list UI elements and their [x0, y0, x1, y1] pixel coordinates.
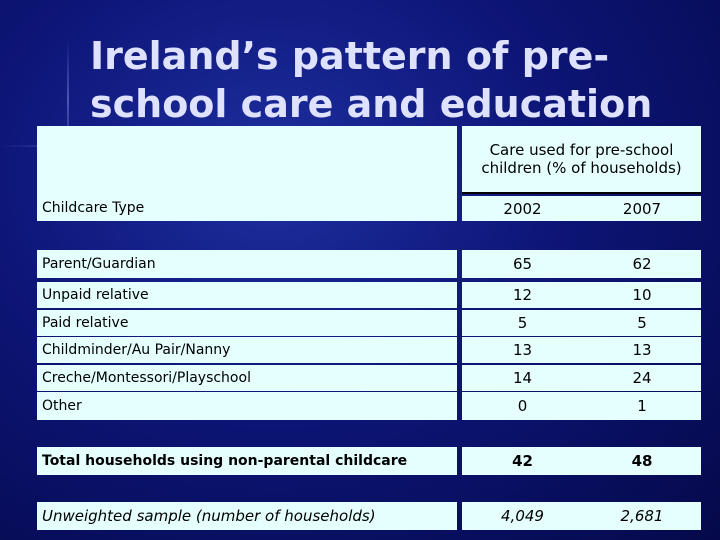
sample-label: Unweighted sample (number of households) — [37, 502, 457, 530]
year-header-2007: 2007 — [583, 196, 701, 221]
row-label: Unpaid relative — [37, 282, 457, 308]
year-header-2002: 2002 — [462, 196, 583, 221]
row-value-2002: 65 — [462, 250, 583, 278]
row-value-2002: 14 — [462, 365, 583, 391]
row-value-2007: 10 — [583, 282, 701, 308]
row-label: Other — [37, 392, 457, 420]
total-label: Total households using non-parental chil… — [37, 447, 457, 475]
row-value-2002: 0 — [462, 392, 583, 420]
total-value-2007: 48 — [583, 447, 701, 475]
decorative-vertical-line — [67, 40, 69, 160]
row-label: Creche/Montessori/Playschool — [37, 365, 457, 391]
row-value-2007: 24 — [583, 365, 701, 391]
row-value-2002: 5 — [462, 310, 583, 336]
row-value-2007: 62 — [583, 250, 701, 278]
row-value-2007: 1 — [583, 392, 701, 420]
row-label: Childminder/Au Pair/Nanny — [37, 337, 457, 363]
total-value-2002: 42 — [462, 447, 583, 475]
slide-title: Ireland’s pattern of pre-school care and… — [90, 34, 653, 126]
column-group-header: Care used for pre-school children (% of … — [462, 126, 701, 194]
sample-value-2002: 4,049 — [462, 502, 583, 530]
sample-value-2007: 2,681 — [583, 502, 701, 530]
row-value-2007: 13 — [583, 337, 701, 363]
header-blank — [37, 126, 457, 194]
row-value-2007: 5 — [583, 310, 701, 336]
row-label: Paid relative — [37, 310, 457, 336]
childcare-type-header: Childcare Type — [37, 194, 457, 221]
row-value-2002: 13 — [462, 337, 583, 363]
row-value-2002: 12 — [462, 282, 583, 308]
row-label: Parent/Guardian — [37, 250, 457, 278]
